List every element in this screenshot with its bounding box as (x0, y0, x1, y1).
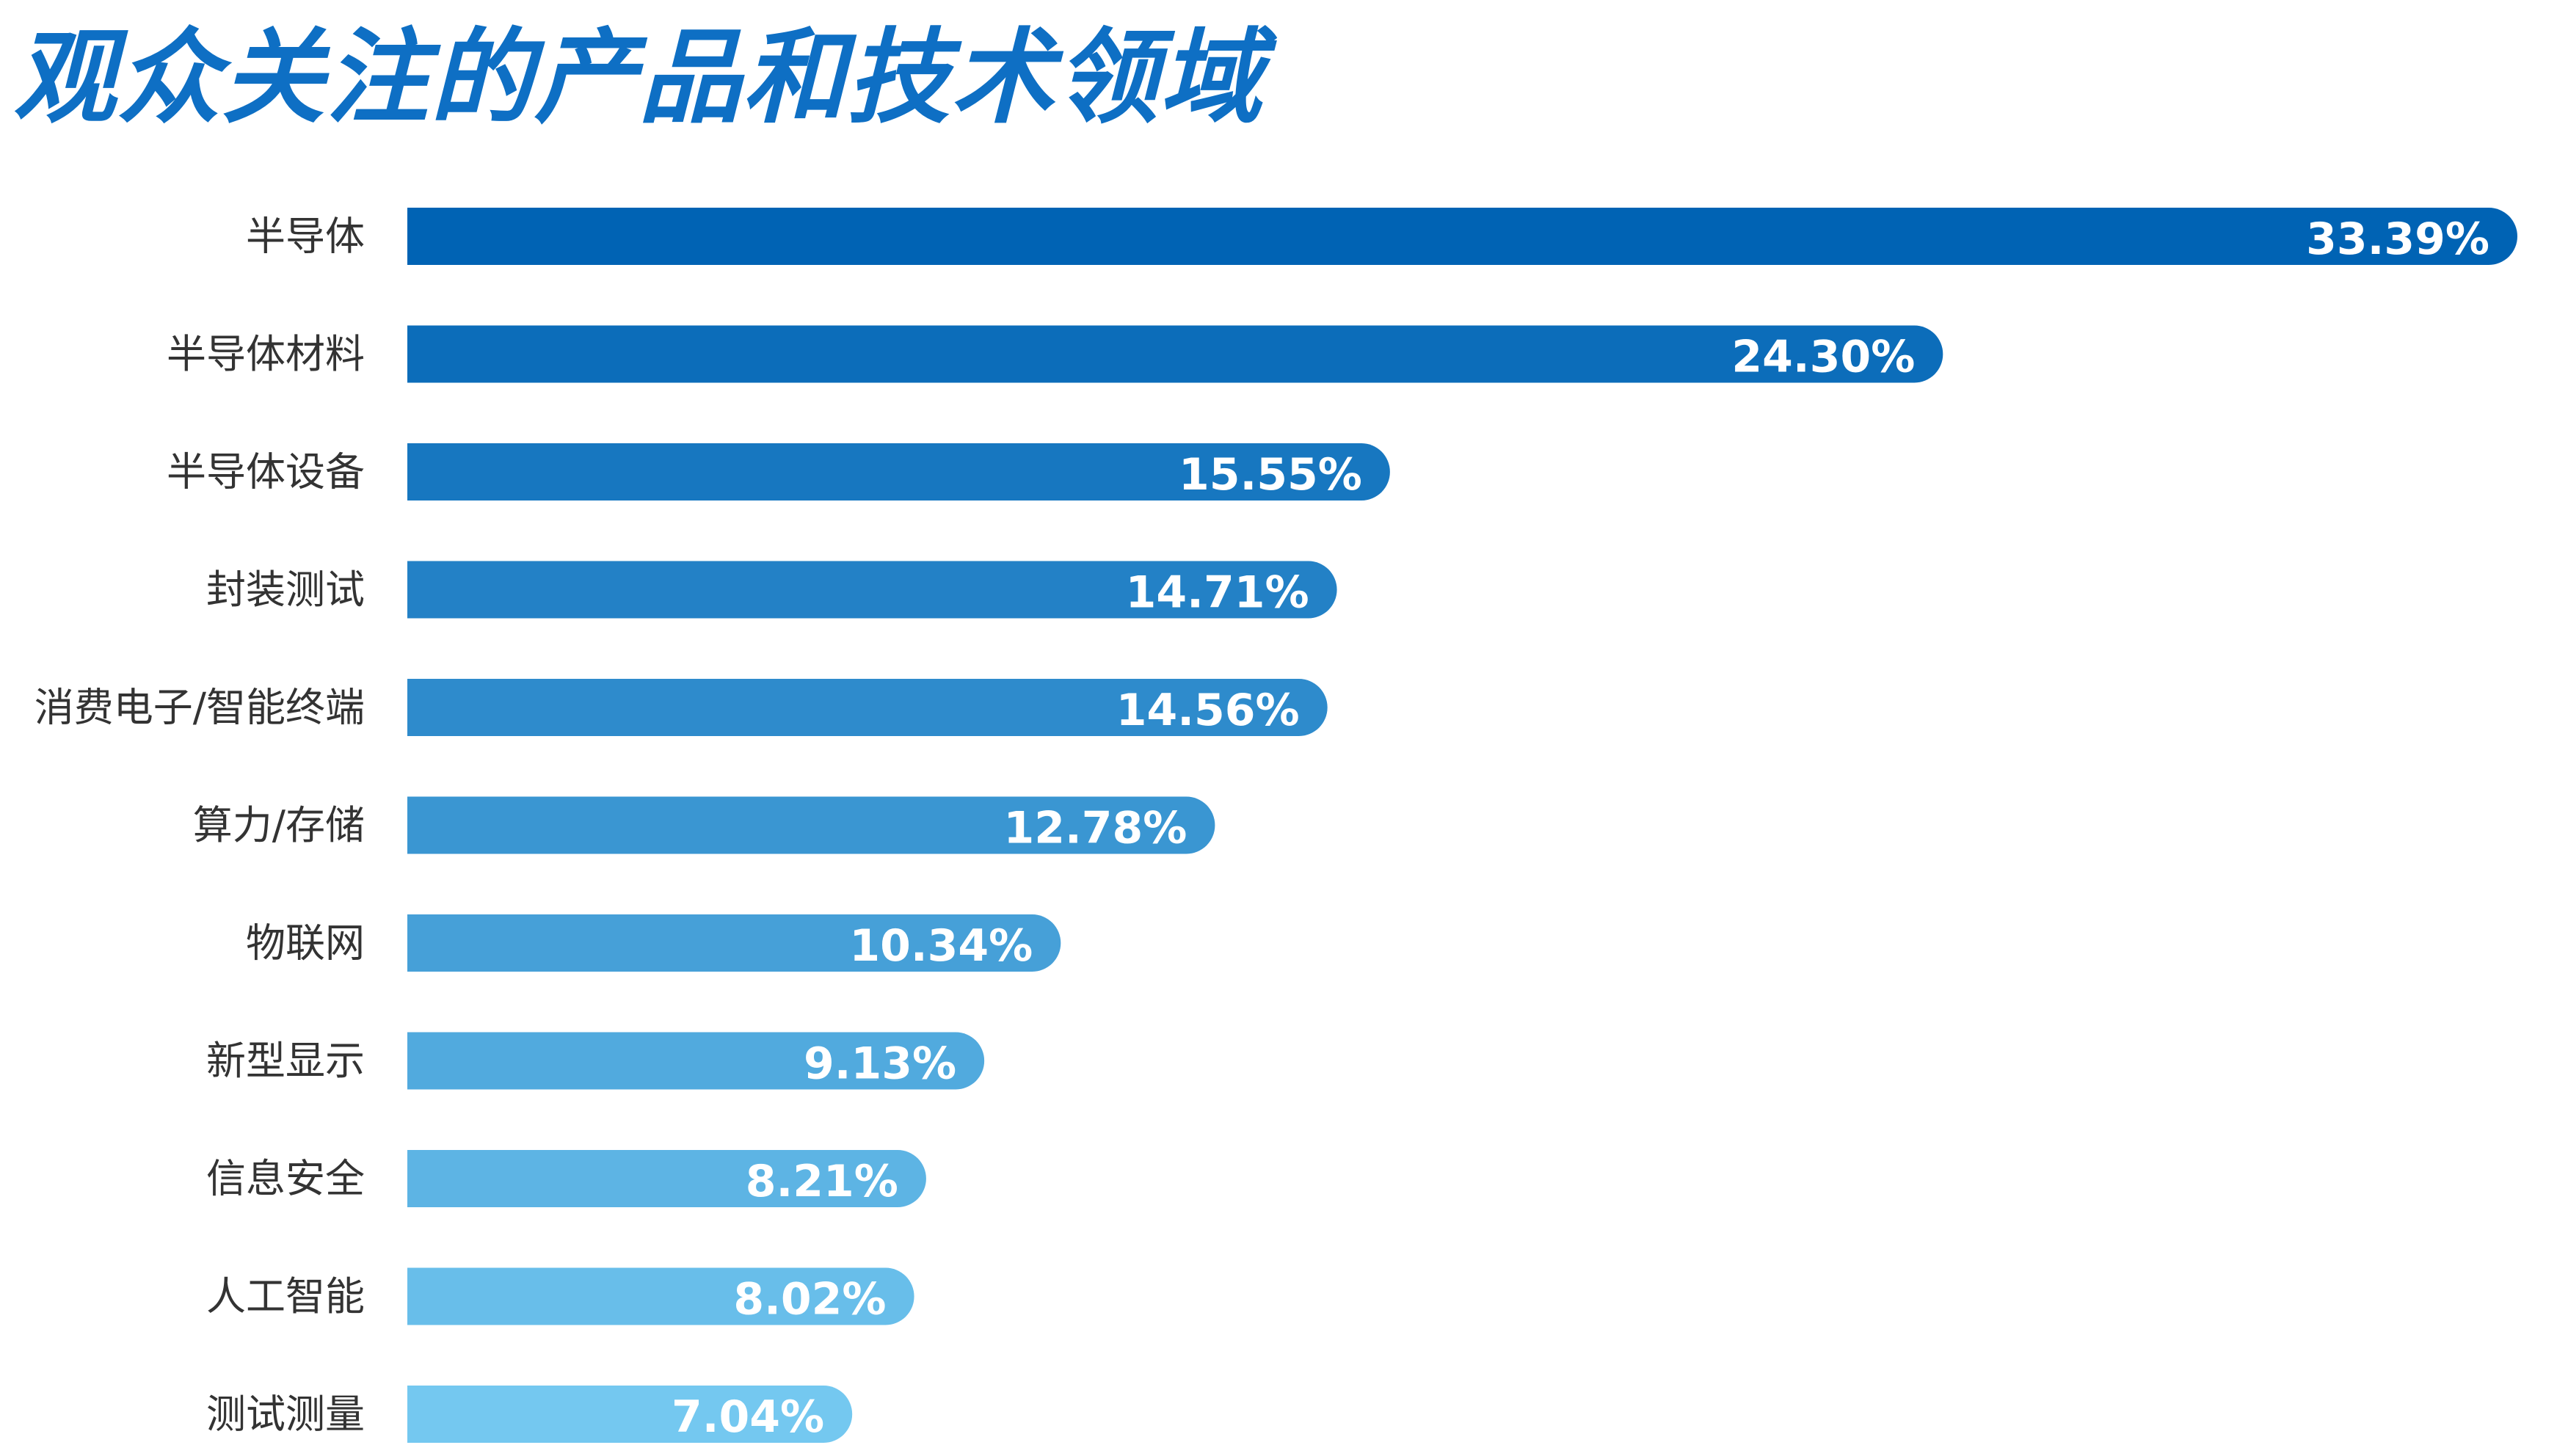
bar-row: 算力/存储 12.78% (193, 796, 1215, 854)
bar-row: 消费电子/智能终端 14.56% (34, 679, 1328, 736)
bar-row: 半导体 33.39% (246, 208, 2517, 265)
bar-row: 新型显示 9.13% (206, 1032, 985, 1090)
chart-title: 观众关注的产品和技术领域 (13, 18, 1265, 138)
bar-row: 半导体材料 24.30% (167, 325, 1943, 383)
bar (407, 325, 1943, 383)
value-label: 9.13% (804, 1038, 956, 1090)
value-label: 14.71% (1126, 567, 1309, 619)
bar (407, 914, 1061, 972)
value-label: 12.78% (1003, 803, 1187, 854)
bar-row: 封装测试 14.71% (206, 561, 1337, 619)
category-label: 算力/存储 (193, 802, 365, 848)
category-label: 新型显示 (206, 1038, 365, 1084)
value-label: 8.02% (733, 1274, 886, 1325)
bar-row: 物联网 10.34% (246, 914, 1061, 972)
bar-row: 信息安全 8.21% (206, 1150, 926, 1208)
category-label: 半导体材料 (167, 331, 365, 377)
category-label: 信息安全 (206, 1156, 365, 1202)
value-label: 14.56% (1116, 685, 1300, 736)
bar-row: 测试测量 7.04% (206, 1386, 853, 1443)
category-label: 物联网 (246, 920, 365, 967)
bar (407, 796, 1215, 854)
bar (407, 1150, 926, 1208)
category-label: 封装测试 (206, 567, 365, 613)
value-label: 8.21% (746, 1156, 898, 1207)
bar (407, 1032, 985, 1090)
value-label: 10.34% (849, 920, 1033, 972)
bar (407, 208, 2517, 265)
category-label: 消费电子/智能终端 (34, 685, 365, 731)
value-label: 7.04% (672, 1391, 824, 1443)
category-label: 半导体设备 (167, 449, 365, 495)
bar (407, 1267, 914, 1325)
bar (407, 561, 1337, 619)
bar-row: 人工智能 8.02% (206, 1267, 914, 1325)
bar (407, 443, 1390, 500)
category-label: 人工智能 (206, 1273, 365, 1320)
bar-row: 半导体设备 15.55% (167, 443, 1390, 500)
bars-group: 半导体 33.39% 半导体材料 24.30% 半导体设备 15.55% 封装测试 14.71… (34, 208, 2517, 1443)
value-label: 24.30% (1731, 332, 1915, 383)
category-label: 测试测量 (206, 1391, 365, 1438)
category-label: 半导体 (246, 214, 365, 260)
bar (407, 1386, 853, 1443)
bar (407, 679, 1328, 736)
value-label: 15.55% (1179, 449, 1362, 500)
value-label: 33.39% (2306, 214, 2489, 265)
